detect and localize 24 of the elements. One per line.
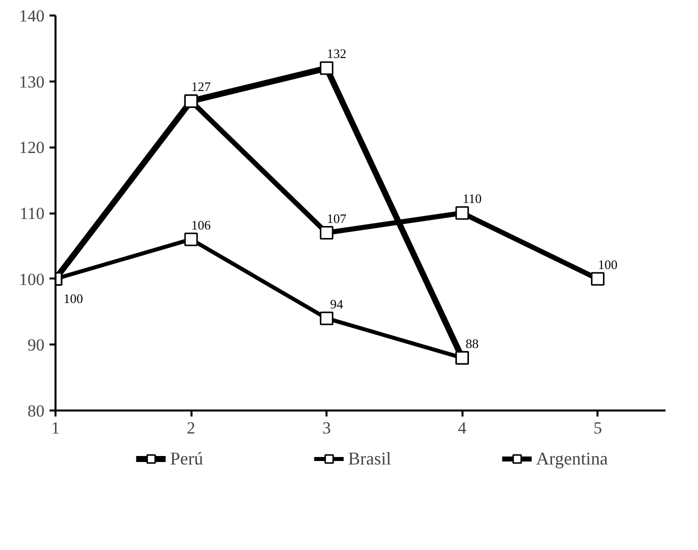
- y-tick-label: 80: [28, 402, 44, 420]
- data-label: 94: [330, 296, 344, 312]
- data-label: 107: [326, 210, 347, 226]
- y-tick-label: 90: [28, 336, 44, 355]
- x-tick-label: 3: [322, 418, 331, 438]
- x-tick-label: 1: [51, 418, 60, 438]
- y-tick-label: 100: [19, 270, 44, 289]
- y-tick-label: 140: [19, 6, 44, 26]
- data-label: 106: [191, 217, 212, 232]
- x-tick-label: 2: [186, 418, 196, 438]
- data-label: 127: [191, 79, 212, 94]
- data-label: 100: [64, 290, 83, 306]
- x-tick-label: 4: [458, 418, 467, 438]
- data-label: 132: [326, 46, 346, 62]
- y-tick-label: 130: [19, 72, 44, 92]
- y-tick-label: 110: [20, 204, 45, 223]
- legend-label: Brasil: [348, 448, 392, 469]
- x-tick-label: 5: [593, 418, 602, 438]
- y-tick-label: 120: [19, 138, 44, 158]
- data-label: 100: [598, 256, 618, 272]
- legend-label: Argentina: [536, 448, 608, 469]
- legend-label: Perú: [170, 448, 204, 469]
- data-label: 110: [462, 191, 482, 206]
- data-label: 88: [466, 336, 479, 351]
